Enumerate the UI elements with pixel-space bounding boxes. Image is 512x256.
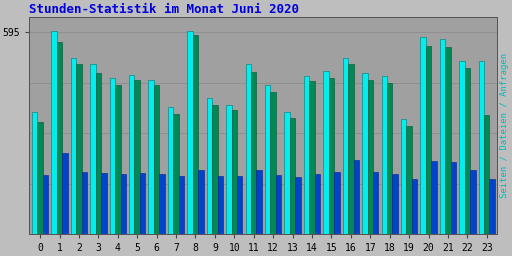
- Bar: [412, 179, 417, 234]
- Text: Stunden-Statistik im Monat Juni 2020: Stunden-Statistik im Monat Juni 2020: [29, 3, 300, 16]
- Bar: [110, 78, 115, 234]
- Bar: [237, 176, 243, 234]
- Bar: [295, 177, 301, 234]
- Bar: [129, 75, 135, 234]
- Bar: [76, 65, 82, 234]
- Bar: [62, 153, 68, 234]
- Bar: [431, 161, 437, 234]
- Bar: [154, 85, 159, 234]
- Bar: [276, 175, 281, 234]
- Bar: [459, 61, 464, 234]
- Bar: [401, 119, 407, 234]
- Bar: [187, 30, 193, 234]
- Bar: [440, 39, 445, 234]
- Bar: [135, 80, 140, 234]
- Bar: [290, 118, 295, 234]
- Bar: [329, 78, 334, 234]
- Bar: [470, 170, 476, 234]
- Bar: [71, 58, 76, 234]
- Bar: [207, 98, 212, 234]
- Bar: [179, 176, 184, 234]
- Bar: [168, 107, 174, 234]
- Bar: [51, 30, 57, 234]
- Bar: [420, 37, 426, 234]
- Bar: [212, 105, 218, 234]
- Bar: [218, 176, 223, 234]
- Bar: [270, 92, 276, 234]
- Bar: [57, 42, 62, 234]
- Bar: [90, 65, 96, 234]
- Bar: [257, 170, 262, 234]
- Bar: [284, 112, 290, 234]
- Bar: [309, 81, 315, 234]
- Bar: [251, 72, 257, 234]
- Bar: [362, 73, 368, 234]
- Bar: [407, 126, 412, 234]
- Bar: [489, 179, 495, 234]
- Bar: [101, 173, 106, 234]
- Bar: [445, 47, 451, 234]
- Bar: [140, 173, 145, 234]
- Bar: [484, 115, 489, 234]
- Bar: [148, 80, 154, 234]
- Bar: [381, 76, 387, 234]
- Bar: [451, 162, 456, 234]
- Bar: [464, 68, 470, 234]
- Bar: [37, 122, 43, 234]
- Bar: [231, 110, 237, 234]
- Bar: [354, 160, 359, 234]
- Bar: [387, 83, 392, 234]
- Bar: [193, 35, 198, 234]
- Bar: [373, 172, 378, 234]
- Bar: [226, 105, 231, 234]
- Bar: [343, 58, 348, 234]
- Bar: [479, 61, 484, 234]
- Bar: [159, 174, 165, 234]
- Bar: [43, 175, 48, 234]
- Bar: [304, 76, 309, 234]
- Bar: [246, 65, 251, 234]
- Bar: [392, 174, 398, 234]
- Bar: [82, 172, 87, 234]
- Bar: [120, 174, 126, 234]
- Bar: [348, 65, 354, 234]
- Bar: [315, 174, 320, 234]
- Bar: [174, 114, 179, 234]
- Bar: [426, 46, 431, 234]
- Bar: [334, 172, 339, 234]
- Bar: [96, 73, 101, 234]
- Bar: [32, 112, 37, 234]
- Bar: [368, 80, 373, 234]
- Bar: [115, 85, 120, 234]
- Bar: [265, 85, 270, 234]
- Bar: [323, 71, 329, 234]
- Y-axis label: Seiten / Dateien / Anfragen: Seiten / Dateien / Anfragen: [500, 53, 509, 198]
- Bar: [198, 170, 204, 234]
